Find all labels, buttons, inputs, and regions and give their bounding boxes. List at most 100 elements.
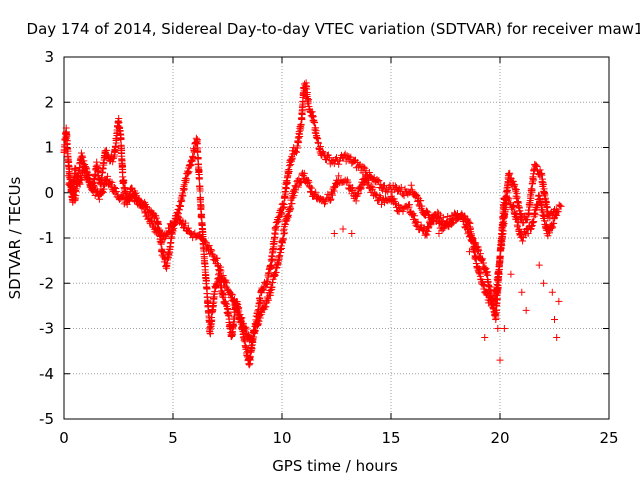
data-point <box>472 239 480 247</box>
data-point <box>282 190 290 198</box>
data-point <box>420 225 428 233</box>
data-point <box>238 314 246 322</box>
data-point <box>533 162 541 170</box>
data-point <box>288 154 296 162</box>
y-tick-label: 0 <box>44 184 54 202</box>
data-point <box>239 319 247 327</box>
data-point <box>424 227 432 235</box>
data-point <box>550 219 558 227</box>
data-point <box>229 291 237 299</box>
data-point <box>117 134 125 142</box>
data-point <box>256 314 264 322</box>
data-point <box>514 218 522 226</box>
data-point <box>551 315 558 323</box>
data-point <box>502 192 510 200</box>
data-point <box>360 163 368 171</box>
data-point <box>355 189 363 197</box>
data-point <box>493 295 501 303</box>
data-point <box>365 179 373 187</box>
data-point <box>354 190 362 198</box>
data-point <box>335 172 343 180</box>
data-point <box>79 153 87 161</box>
data-point <box>481 334 489 342</box>
data-point <box>487 290 495 298</box>
data-point <box>494 325 502 332</box>
data-point <box>174 213 182 221</box>
data-point <box>418 202 426 210</box>
data-point <box>262 303 270 311</box>
data-point <box>278 209 286 217</box>
data-point <box>365 169 373 177</box>
data-point <box>305 178 313 186</box>
data-point <box>264 277 272 285</box>
y-tick-label: 1 <box>44 139 54 157</box>
data-point <box>417 221 425 229</box>
y-tick-label: 3 <box>44 48 54 66</box>
data-point <box>140 201 148 209</box>
data-point <box>417 197 425 205</box>
x-tick-label: 25 <box>599 429 618 447</box>
data-point <box>287 204 295 212</box>
data-point <box>527 194 535 202</box>
x-tick-label: 0 <box>59 429 69 447</box>
data-point <box>294 183 302 191</box>
data-point <box>518 288 526 296</box>
data-point <box>435 229 443 237</box>
data-point <box>249 335 257 343</box>
data-point <box>195 175 203 183</box>
data-point <box>186 228 194 236</box>
data-point <box>196 187 204 195</box>
data-point <box>101 181 109 189</box>
data-point <box>375 176 383 184</box>
data-point <box>540 279 548 287</box>
data-point <box>63 137 71 145</box>
data-point <box>538 171 546 179</box>
data-point <box>164 230 172 238</box>
data-point <box>184 224 192 232</box>
data-point <box>411 212 419 220</box>
data-point <box>509 177 517 185</box>
x-tick-label: 5 <box>168 429 178 447</box>
data-point <box>276 252 284 260</box>
data-point <box>549 224 557 232</box>
data-point <box>95 195 103 203</box>
data-point <box>397 183 405 191</box>
data-point <box>247 342 255 350</box>
data-point <box>307 184 315 192</box>
data-point <box>272 226 280 234</box>
data-point <box>330 229 338 237</box>
tick-labels: 0 5 10 15 20 25 -5 -4 -3 -2 -1 0 1 2 3 <box>39 48 619 447</box>
data-point <box>463 222 471 230</box>
data-point <box>157 239 165 247</box>
data-point <box>521 212 529 220</box>
data-point <box>368 182 376 190</box>
data-point <box>277 244 285 252</box>
data-point <box>292 147 300 155</box>
data-point <box>112 188 120 196</box>
data-point <box>544 232 552 240</box>
data-point <box>322 198 330 206</box>
data-point <box>510 202 518 210</box>
data-point <box>217 267 225 275</box>
data-point <box>357 184 365 192</box>
data-point <box>109 158 117 166</box>
data-point <box>223 279 231 287</box>
data-point <box>316 142 324 150</box>
data-point <box>539 181 547 189</box>
y-tick-label: -5 <box>39 410 54 428</box>
data-point <box>532 161 540 169</box>
data-point <box>523 216 531 224</box>
data-point <box>99 188 107 196</box>
data-point <box>305 96 313 104</box>
data-point <box>140 204 148 212</box>
data-point <box>470 238 478 246</box>
data-point <box>500 325 508 332</box>
data-point <box>279 236 287 244</box>
data-point <box>271 230 279 238</box>
data-point <box>479 255 487 263</box>
data-point <box>108 178 116 186</box>
data-point <box>496 356 504 364</box>
data-point <box>291 188 299 196</box>
data-point <box>282 185 290 193</box>
